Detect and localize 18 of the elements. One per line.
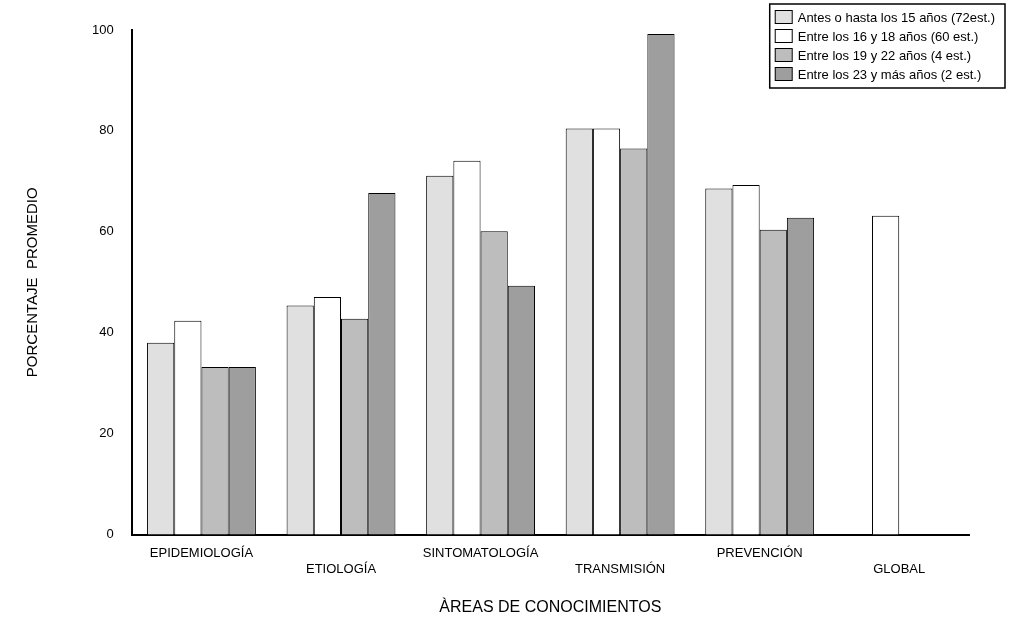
y-tick-label: 40 bbox=[99, 324, 114, 340]
legend-label: Entre los 19 y 22 años (4 est.) bbox=[797, 47, 972, 63]
legend-label: Entre los 23 y más años (2 est.) bbox=[797, 66, 982, 82]
x-tick-label: SINTOMATOLOGÍA bbox=[422, 544, 539, 560]
x-tick-label: ETIOLOGÍA bbox=[305, 560, 377, 576]
legend-label: Antes o hasta los 15 años (72est.) bbox=[797, 9, 996, 25]
y-tick-label: 80 bbox=[99, 122, 114, 138]
x-tick-label: TRANSMISIÓN bbox=[574, 560, 666, 576]
x-tick-label: EPIDEMIOLOGÍA bbox=[149, 544, 254, 560]
x-tick-label: GLOBAL bbox=[873, 560, 926, 576]
y-tick-label: 20 bbox=[99, 425, 114, 441]
y-tick-label: 100 bbox=[91, 21, 114, 37]
y-tick-label: 0 bbox=[106, 526, 114, 542]
x-tick-label: PREVENCIÓN bbox=[716, 544, 803, 560]
legend-label: Entre los 16 y 18 años (60 est.) bbox=[797, 28, 979, 44]
y-axis-title: PORCENTAJE PROMEDIO bbox=[23, 187, 41, 378]
x-axis-title: ÀREAS DE CONOCIMIENTOS bbox=[439, 596, 662, 615]
y-tick-label: 60 bbox=[99, 223, 114, 239]
